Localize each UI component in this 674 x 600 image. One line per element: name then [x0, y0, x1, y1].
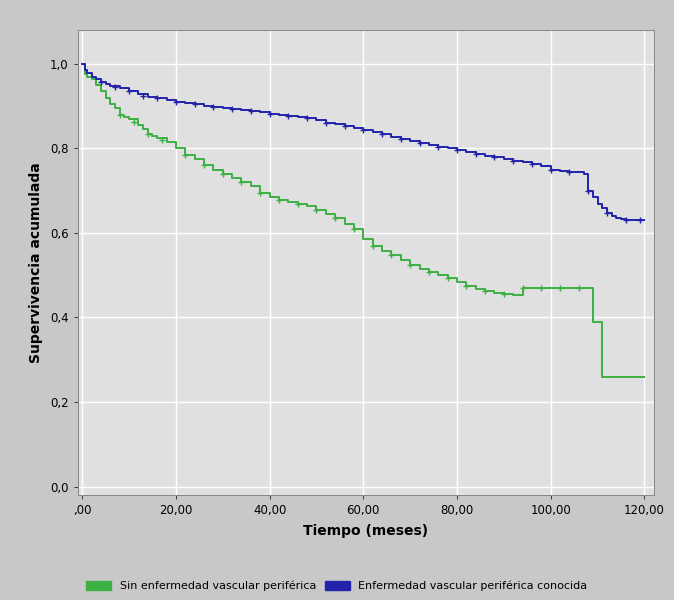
Y-axis label: Supervivencia acumulada: Supervivencia acumulada [29, 162, 43, 363]
X-axis label: Tiempo (meses): Tiempo (meses) [303, 524, 428, 538]
Legend: Sin enfermedad vascular periférica, Enfermedad vascular periférica conocida: Sin enfermedad vascular periférica, Enfe… [86, 581, 588, 592]
